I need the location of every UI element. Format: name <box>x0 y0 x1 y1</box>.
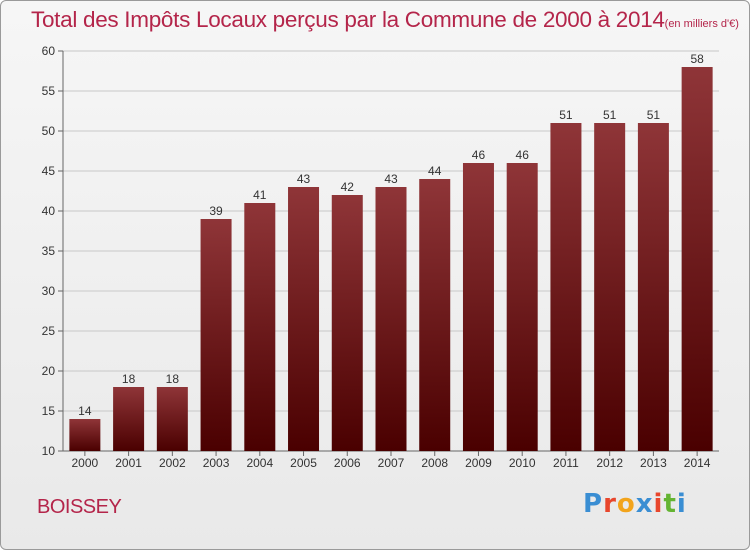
bar-2007 <box>375 187 407 451</box>
value-label-2013: 51 <box>647 108 661 122</box>
bar-2008 <box>419 179 451 451</box>
value-label-2000: 14 <box>78 404 92 418</box>
logo-letter: P <box>583 489 604 519</box>
bar-2011 <box>550 123 582 451</box>
logo-letter: i <box>653 489 664 519</box>
x-tick-label-2008: 2008 <box>421 456 448 470</box>
x-tick-label-2011: 2011 <box>553 456 579 470</box>
bar-2010 <box>506 163 538 451</box>
x-tick-label-2004: 2004 <box>246 456 273 470</box>
bar-2012 <box>594 123 626 451</box>
y-tick-label: 30 <box>42 284 56 298</box>
y-tick-label: 25 <box>42 324 56 338</box>
logo-letter: r <box>603 489 617 519</box>
commune-name: BOISSEY <box>37 496 122 518</box>
y-tick-label: 20 <box>42 364 56 378</box>
value-label-2010: 46 <box>516 148 530 162</box>
value-label-2012: 51 <box>603 108 617 122</box>
bar-2001 <box>113 387 145 451</box>
x-tick-label-2006: 2006 <box>334 456 361 470</box>
x-tick-label-2010: 2010 <box>509 456 536 470</box>
y-tick-label: 45 <box>42 164 56 178</box>
bar-2004 <box>244 203 276 451</box>
value-label-2006: 42 <box>341 180 355 194</box>
bars <box>69 67 713 451</box>
y-tick-label: 40 <box>42 204 56 218</box>
bar-2003 <box>200 219 232 451</box>
x-tick-label-2009: 2009 <box>465 456 492 470</box>
value-label-2007: 43 <box>384 172 398 186</box>
bar-2013 <box>637 123 669 451</box>
bar-2002 <box>156 387 188 451</box>
x-tick-label-2003: 2003 <box>203 456 230 470</box>
x-tick-label-2014: 2014 <box>684 456 711 470</box>
y-tick-label: 15 <box>42 404 56 418</box>
x-tick-label-2012: 2012 <box>596 456 623 470</box>
x-tick-label-2013: 2013 <box>640 456 667 470</box>
bar-2006 <box>331 195 363 451</box>
y-tick-label: 35 <box>42 244 56 258</box>
chart-subtitle: (en milliers d'€) <box>664 18 739 30</box>
value-labels: 14 18 18 39 41 43 42 43 44 46 46 51 51 51 58 <box>78 52 704 418</box>
logo-letter: x <box>635 489 654 519</box>
x-tick-label-2001: 2001 <box>115 456 142 470</box>
logo-letter: t <box>663 489 677 519</box>
x-tick-label-2002: 2002 <box>159 456 186 470</box>
logo-letter: o <box>616 489 636 519</box>
value-label-2011: 51 <box>559 108 573 122</box>
value-label-2004: 41 <box>253 188 267 202</box>
bar-2014 <box>681 67 713 451</box>
y-tick-label: 10 <box>42 444 56 458</box>
y-tick-label: 60 <box>42 44 56 58</box>
chart-title: Total des Impôts Locaux perçus par la Co… <box>31 7 665 32</box>
value-label-2002: 18 <box>166 372 180 386</box>
x-tick-label-2000: 2000 <box>72 456 99 470</box>
value-label-2008: 44 <box>428 164 442 178</box>
tick-labels: 10 15 20 25 30 35 40 45 50 55 60 2000 2001 2002 2003 20… <box>42 44 711 470</box>
bar-2005 <box>288 187 320 451</box>
logo-letter: i <box>676 489 687 519</box>
bar-2009 <box>462 163 494 451</box>
bar-2000 <box>69 419 101 451</box>
x-tick-label-2005: 2005 <box>290 456 317 470</box>
x-tick-label-2007: 2007 <box>378 456 405 470</box>
value-label-2003: 39 <box>209 204 223 218</box>
value-label-2001: 18 <box>122 372 136 386</box>
proxiti-logo: Proxiti <box>583 489 687 519</box>
value-label-2014: 58 <box>690 52 704 66</box>
y-tick-label: 50 <box>42 124 56 138</box>
value-label-2005: 43 <box>297 172 311 186</box>
y-tick-label: 55 <box>42 84 56 98</box>
chart-title-block: Total des Impôts Locaux perçus par la Co… <box>31 7 739 33</box>
value-label-2009: 46 <box>472 148 486 162</box>
